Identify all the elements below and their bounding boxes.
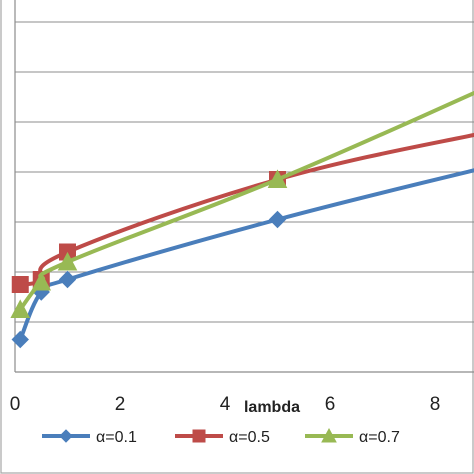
data-point-2-1 [11, 276, 29, 293]
legend-item-1: α=0.1 [42, 429, 137, 446]
data-point-1-1 [11, 330, 29, 349]
data-point-3-2 [31, 271, 52, 291]
legend-label-3: α=0.7 [359, 429, 400, 446]
x-tick-label-6: 6 [325, 394, 336, 415]
series-3 [10, 90, 474, 318]
series-layer [10, 90, 474, 349]
data-point-1-3 [58, 270, 77, 289]
x-axis-title: lambda [244, 399, 300, 416]
x-tick-label-8: 8 [430, 394, 441, 415]
x-tick-label-0: 0 [10, 394, 21, 415]
legend-marker-3 [321, 427, 337, 443]
data-point-3-4 [267, 169, 288, 188]
legend-label-2: α=0.5 [229, 429, 270, 446]
legend-item-3: α=0.7 [305, 427, 400, 446]
data-point-3-1 [10, 299, 31, 318]
legend-marker-1 [59, 429, 73, 443]
x-tick-labels: 0 2 4 6 8 [10, 394, 441, 415]
data-point-1-4 [268, 210, 287, 229]
legend: α=0.1 α=0.5 α=0.7 [42, 427, 400, 446]
series-1 [11, 168, 474, 349]
legend-marker-2 [192, 429, 206, 443]
legend-item-2: α=0.5 [175, 429, 270, 446]
data-point-3-3 [57, 251, 78, 271]
x-tick-label-4: 4 [220, 394, 231, 415]
legend-label-1: α=0.1 [96, 429, 137, 446]
x-tick-label-2: 2 [115, 394, 126, 415]
